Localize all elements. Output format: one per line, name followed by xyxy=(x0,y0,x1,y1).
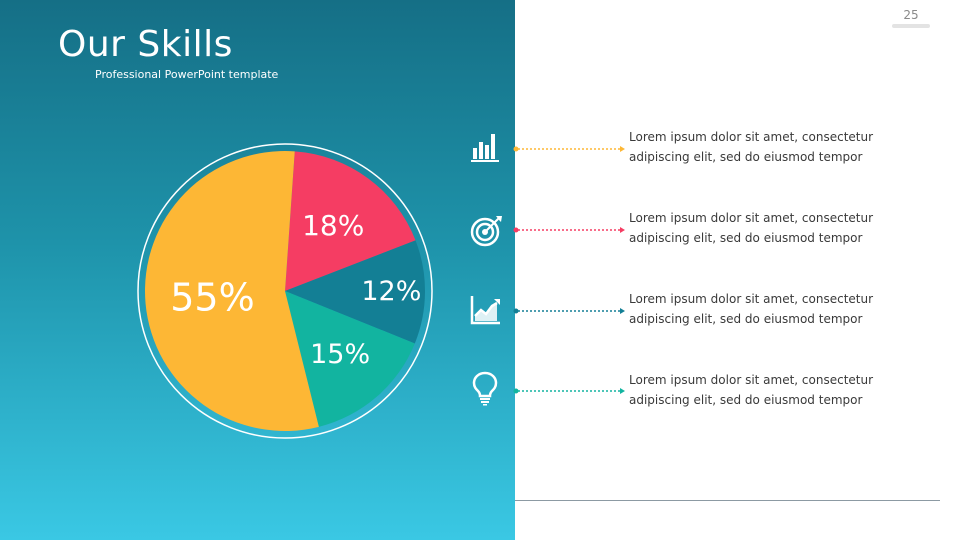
lightbulb-icon xyxy=(468,370,504,406)
item-description-2: Lorem ipsum dolor sit amet, consectetur … xyxy=(629,208,929,248)
item-description-line: Lorem ipsum dolor sit amet, consectetur xyxy=(629,130,874,144)
item-description-3: Lorem ipsum dolor sit amet, consectetur … xyxy=(629,289,929,329)
page-subtitle: Professional PowerPoint template xyxy=(95,68,279,81)
page-title: Our Skills xyxy=(58,24,233,65)
item-description-line: adipiscing elit, sed do eiusmod tempor xyxy=(629,312,863,326)
bar-chart-icon xyxy=(468,129,504,165)
pie-outer-ring xyxy=(137,143,433,439)
pie-slice-12 xyxy=(285,240,425,344)
pie-slice-18 xyxy=(285,151,416,291)
item-description-line: Lorem ipsum dolor sit amet, consectetur xyxy=(629,211,874,225)
item-description-line: adipiscing elit, sed do eiusmod tempor xyxy=(629,150,863,164)
connector-line-4 xyxy=(513,388,625,394)
item-description-line: Lorem ipsum dolor sit amet, consectetur xyxy=(629,292,874,306)
growth-chart-icon xyxy=(468,292,504,328)
page-number: 25 xyxy=(903,8,919,22)
pie-chart-svg: 18% 12% 15% 55% xyxy=(137,143,433,439)
item-description-line: adipiscing elit, sed do eiusmod tempor xyxy=(629,231,863,245)
pie-slice-label: 18% xyxy=(302,209,364,242)
item-description-line: Lorem ipsum dolor sit amet, consectetur xyxy=(629,373,874,387)
item-description-line: adipiscing elit, sed do eiusmod tempor xyxy=(629,393,863,407)
pie-slice-label: 55% xyxy=(170,275,254,319)
connector-line-2 xyxy=(513,227,625,233)
pie-slice-label: 15% xyxy=(310,339,370,370)
item-description-1: Lorem ipsum dolor sit amet, consectetur … xyxy=(629,127,929,167)
pie-slice-label: 12% xyxy=(361,276,421,307)
target-icon xyxy=(468,213,504,249)
pie-slice-55 xyxy=(144,151,319,431)
bottom-divider xyxy=(515,500,940,501)
connector-line-3 xyxy=(513,308,625,314)
connector-line-1 xyxy=(513,146,625,152)
pie-slice-15 xyxy=(285,291,415,427)
item-description-4: Lorem ipsum dolor sit amet, consectetur … xyxy=(629,370,929,410)
pie-chart: 18% 12% 15% 55% xyxy=(130,136,440,446)
page-number-bar xyxy=(892,24,930,28)
